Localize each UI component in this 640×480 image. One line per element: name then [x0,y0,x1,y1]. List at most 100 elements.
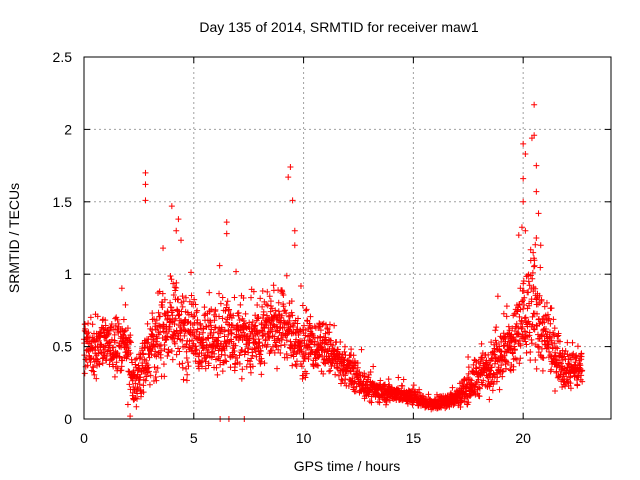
data-point [538,332,545,339]
data-point [204,352,211,359]
data-point [503,303,510,310]
data-point [277,342,284,349]
data-point [523,349,530,356]
data-point [551,325,558,332]
data-point [224,298,231,305]
data-point [288,309,295,316]
data-point [540,354,547,361]
data-point [191,312,198,319]
data-point [287,323,294,330]
data-point [260,308,267,315]
data-point [475,376,482,383]
data-point [425,391,432,398]
data-point [175,216,182,223]
data-point [235,309,242,316]
data-point [236,316,243,323]
data-point [93,375,100,382]
data-point [167,318,174,325]
data-point [276,325,283,332]
data-point [175,345,182,352]
data-point [302,374,309,381]
data-point [516,313,523,320]
data-point [488,339,495,346]
data-point [120,332,127,339]
data-point [532,285,539,292]
data-point [281,341,288,348]
data-point [514,307,521,314]
data-point [234,325,241,332]
data-point [257,351,264,358]
y-tick-label: 2.5 [53,49,73,65]
data-point [258,355,265,362]
data-point [189,329,196,336]
data-point [219,294,226,301]
data-point [206,289,213,296]
data-point [475,384,482,391]
data-point [94,313,101,320]
data-point [280,292,287,299]
data-point [488,364,495,371]
data-point [530,249,537,256]
data-point [531,101,538,108]
data-point [534,310,541,317]
data-point [96,361,103,368]
data-point [470,361,477,368]
data-point [191,296,198,303]
data-point [257,347,264,354]
data-point [217,300,224,307]
data-point [231,367,238,374]
data-point [546,329,553,336]
data-point [316,351,323,358]
data-point [529,321,536,328]
data-point [151,364,158,371]
data-point [128,339,135,346]
data-point [172,315,179,322]
data-point [298,363,305,370]
data-point [282,307,289,314]
data-point [150,337,157,344]
data-point [261,360,268,367]
data-point [233,268,240,275]
data-point [295,339,302,346]
data-point [137,374,144,381]
data-point [240,294,247,301]
data-point [534,343,541,350]
data-point [301,355,308,362]
data-point [266,334,273,341]
data-point [520,287,527,294]
data-point [307,313,314,320]
data-point [140,350,147,357]
data-point [505,323,512,330]
data-point [529,275,536,282]
data-point [511,343,518,350]
data-point [350,384,357,391]
data-point [215,334,222,341]
data-point [222,352,229,359]
data-point [242,348,249,355]
data-point [223,230,230,237]
data-point [173,351,180,358]
data-point [195,353,202,360]
data-point [168,203,175,210]
data-point [201,304,208,311]
data-point [84,362,91,369]
data-point [249,352,256,359]
data-point [527,349,534,356]
data-point [181,332,188,339]
data-point [193,319,200,326]
data-point [152,348,159,355]
data-point [161,373,168,380]
data-point [250,288,257,295]
data-point [558,354,565,361]
data-point [205,335,212,342]
data-point [149,310,156,317]
data-point [102,334,109,341]
data-point [297,283,304,290]
data-point [242,310,249,317]
data-point [486,396,493,403]
data-point [221,327,228,334]
data-point [142,197,149,204]
axis-ticks: 0 5 10 15 20 0 0.5 1 1.5 2 2.5 [53,49,611,446]
data-point [294,320,301,327]
